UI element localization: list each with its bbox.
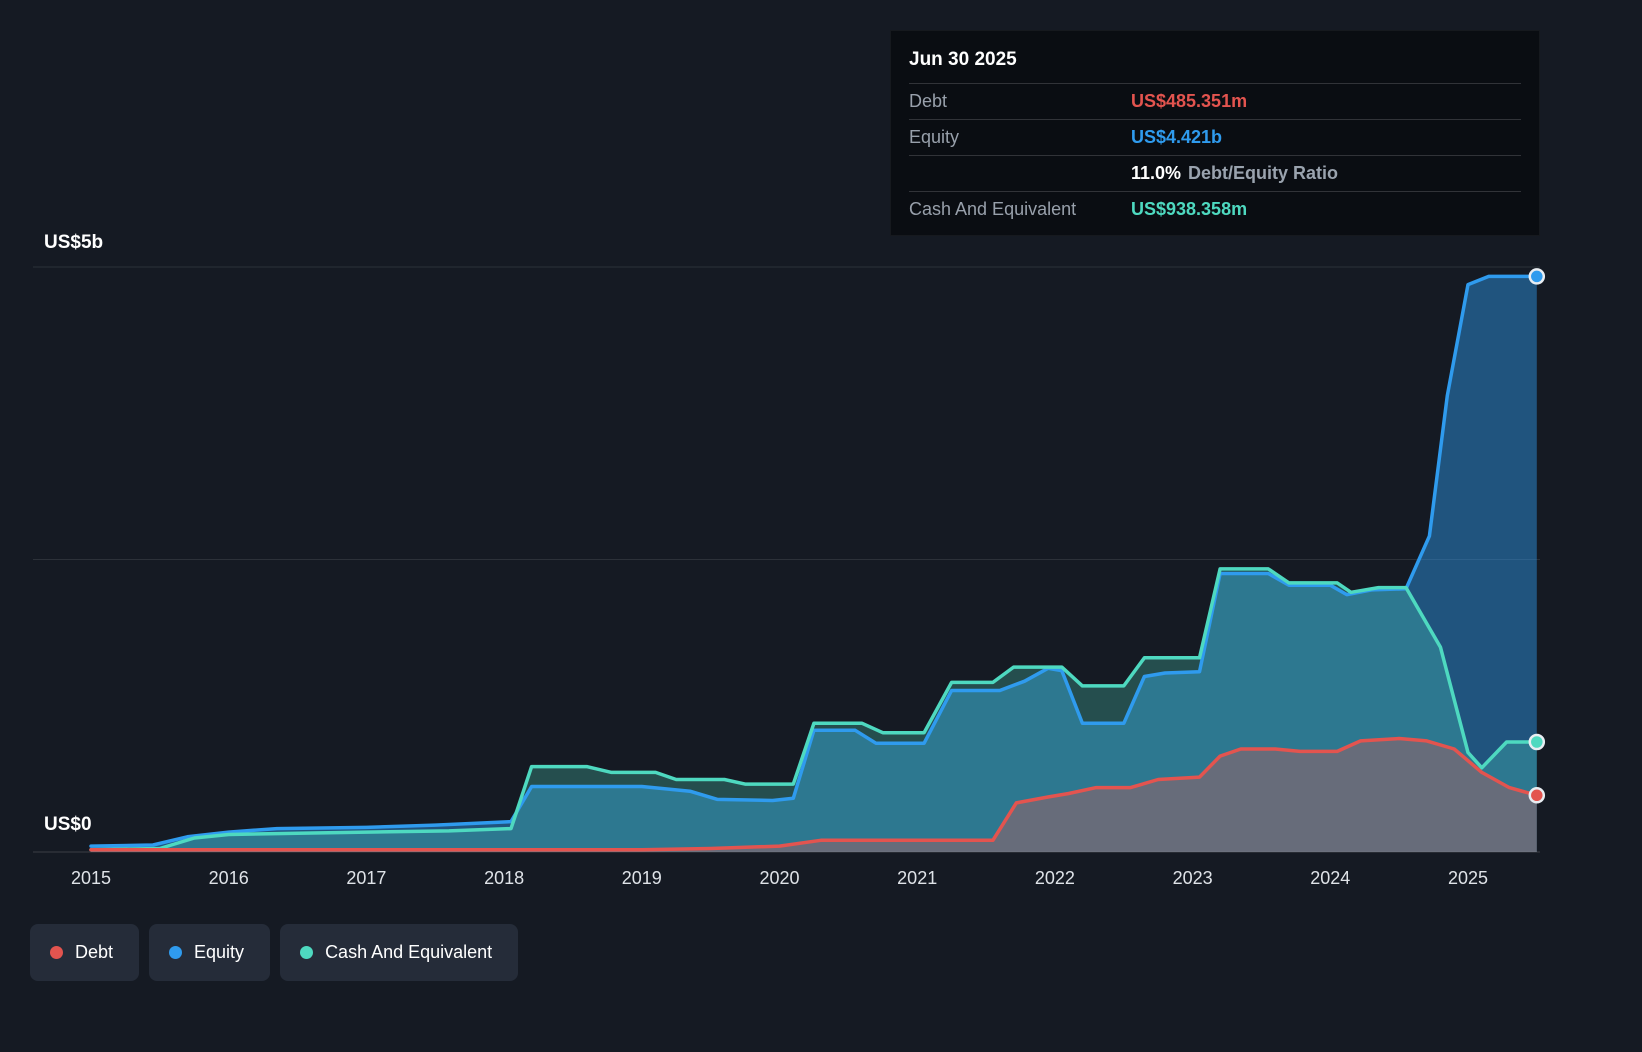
tooltip-ratio-percent: 11.0%	[1131, 163, 1182, 183]
cash-and-equivalent-endpoint-dot[interactable]	[1528, 733, 1546, 751]
x-tick-2016: 2016	[209, 868, 249, 888]
tooltip-date: Jun 30 2025	[909, 41, 1521, 84]
x-tick-2024: 2024	[1310, 868, 1350, 888]
y-axis-label-5b: US$5b	[44, 232, 104, 253]
tooltip-row-cash: Cash And Equivalent US$938.358m	[909, 192, 1521, 227]
debt-area	[91, 738, 1537, 852]
x-tick-2015: 2015	[71, 868, 111, 888]
x-tick-2025: 2025	[1448, 868, 1488, 888]
debt-endpoint-dot[interactable]	[1528, 787, 1546, 804]
tooltip-row-equity: Equity US$4.421b	[909, 120, 1521, 156]
tooltip-equity-value: US$4.421b	[1131, 127, 1223, 147]
tooltip-debt-label: Debt	[909, 91, 948, 111]
tooltip-cash-label: Cash And Equivalent	[909, 199, 1077, 219]
tooltip-row-ratio: 11.0% Debt/Equity Ratio	[909, 156, 1521, 192]
chart-legend: Debt Equity Cash And Equivalent	[30, 924, 519, 981]
x-tick-2023: 2023	[1173, 868, 1213, 888]
y-axis-label-0: US$0	[44, 814, 92, 835]
x-tick-2022: 2022	[1035, 868, 1075, 888]
equity-series-dot-icon	[169, 946, 183, 959]
legend-item-debt[interactable]: Debt	[30, 924, 140, 981]
tooltip-row-debt: Debt US$485.351m	[909, 84, 1521, 120]
tooltip-debt-value: US$485.351m	[1131, 91, 1248, 111]
debt-line	[89, 736, 1539, 852]
cash-series-dot-icon	[300, 946, 314, 959]
legend-equity-label: Equity	[194, 942, 245, 962]
cash-and-equivalent-line	[89, 567, 1539, 852]
debt-series-dot-icon	[50, 946, 63, 959]
legend-debt-label: Debt	[75, 942, 114, 962]
legend-item-cash[interactable]: Cash And Equivalent	[280, 924, 519, 981]
equity-area	[91, 276, 1537, 852]
tooltip-cash-value: US$938.358m	[1131, 199, 1248, 219]
tooltip-equity-label: Equity	[909, 127, 960, 147]
x-tick-2021: 2021	[897, 868, 937, 888]
legend-item-equity[interactable]: Equity	[149, 924, 271, 981]
equity-endpoint-dot[interactable]	[1528, 268, 1546, 285]
x-tick-2020: 2020	[759, 868, 799, 888]
x-tick-2019: 2019	[622, 868, 662, 888]
x-tick-2017: 2017	[346, 868, 386, 888]
cash-and-equivalent-area	[91, 568, 1537, 852]
legend-cash-label: Cash And Equivalent	[325, 942, 493, 962]
chart-tooltip: Jun 30 2025 Debt US$485.351m Equity US$4…	[890, 30, 1540, 236]
tooltip-ratio-label: Debt/Equity Ratio	[1188, 163, 1339, 183]
x-tick-2018: 2018	[484, 868, 524, 888]
